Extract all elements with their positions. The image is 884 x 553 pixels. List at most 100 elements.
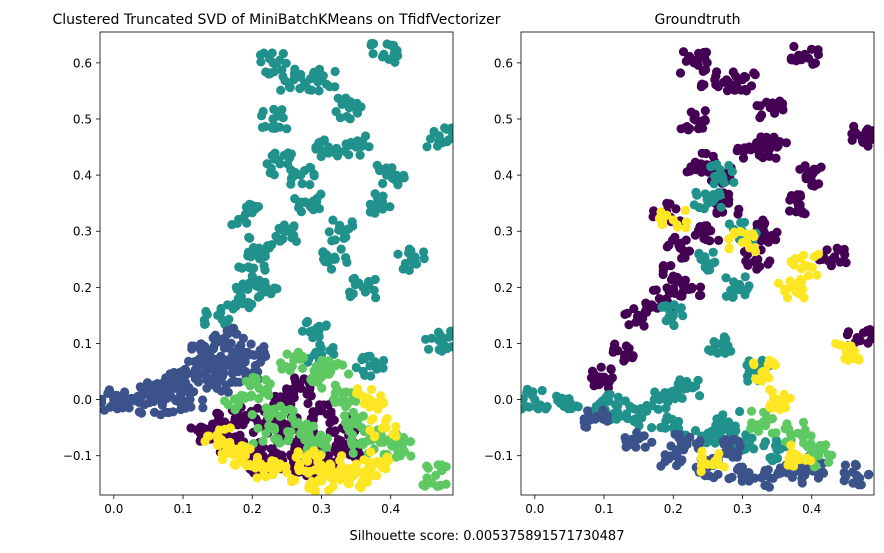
scatter-point	[100, 397, 107, 407]
scatter-point	[385, 202, 395, 212]
scatter-point	[261, 428, 271, 438]
scatter-point	[678, 311, 688, 321]
scatter-point	[197, 360, 207, 370]
y-tick-label: 0.4	[494, 169, 513, 183]
scatter-point	[790, 254, 801, 264]
scatter-point	[325, 346, 335, 356]
scatter-point	[824, 457, 834, 467]
scatter-point	[120, 387, 130, 397]
scatter-point	[637, 413, 647, 423]
scatter-point	[246, 390, 257, 400]
scatter-point	[342, 111, 352, 122]
scatter-point	[580, 421, 590, 432]
scatter-point	[733, 143, 743, 153]
scatter-point	[639, 321, 649, 331]
scatter-point	[803, 53, 814, 63]
scatter-point	[327, 236, 337, 246]
scatter-point	[653, 404, 663, 414]
scatter-point	[314, 64, 325, 74]
scatter-point	[658, 261, 669, 271]
scatter-point	[261, 403, 271, 413]
scatter-point	[307, 326, 317, 336]
scatter-point	[736, 218, 746, 228]
scatter-point	[785, 393, 795, 403]
scatter-point	[381, 163, 391, 173]
scatter-point	[220, 424, 230, 434]
scatter-point	[282, 349, 292, 359]
scatter-point	[217, 455, 228, 465]
scatter-point	[325, 418, 335, 428]
scatter-point	[255, 291, 265, 301]
scatter-point	[841, 472, 851, 482]
y-tick-label: 0.3	[494, 225, 513, 239]
scatter-point	[676, 303, 686, 313]
scatter-point	[809, 164, 819, 174]
scatter-point	[200, 351, 210, 361]
scatter-point	[312, 193, 322, 203]
scatter-point	[715, 165, 725, 175]
scatter-point	[369, 285, 379, 295]
scatter-point	[358, 140, 368, 150]
scatter-point	[420, 481, 430, 491]
scatter-point	[323, 257, 333, 267]
scatter-point	[277, 364, 287, 374]
scatter-point	[863, 470, 874, 480]
scatter-point	[775, 463, 786, 473]
scatter-point	[682, 167, 692, 177]
scatter-point	[640, 442, 650, 452]
scatter-point	[278, 113, 288, 123]
scatter-point	[247, 410, 257, 420]
scatter-point	[847, 135, 857, 145]
scatter-point	[785, 429, 796, 439]
scatter-point	[405, 437, 416, 447]
x-tick-label: 0.1	[174, 502, 193, 516]
scatter-point	[641, 307, 652, 317]
scatter-point	[740, 272, 750, 282]
scatter-point	[671, 204, 681, 214]
scatter-point	[265, 168, 275, 178]
scatter-point	[749, 360, 759, 370]
scatter-point	[731, 426, 741, 436]
scatter-point	[285, 82, 295, 93]
scatter-point	[291, 439, 301, 449]
scatter-point	[798, 284, 808, 294]
scatter-point	[267, 122, 277, 132]
scatter-point	[802, 454, 813, 464]
scatter-point	[212, 383, 222, 393]
scatter-point	[252, 473, 262, 483]
scatter-point	[698, 66, 708, 76]
scatter-point	[760, 437, 771, 447]
scatter-point	[269, 104, 279, 114]
scatter-point	[228, 365, 238, 375]
scatter-point	[735, 279, 745, 290]
scatter-point	[798, 250, 809, 260]
scatter-point	[177, 378, 187, 388]
scatter-point	[283, 436, 293, 446]
scatter-point	[379, 423, 389, 433]
y-tick-label: 0.0	[494, 393, 513, 407]
scatter-point	[269, 423, 279, 433]
scatter-point	[198, 403, 208, 413]
scatter-point	[267, 240, 277, 250]
scatter-point	[735, 406, 745, 417]
scatter-point	[795, 200, 805, 210]
scatter-point	[337, 451, 347, 461]
scatter-point	[629, 304, 639, 314]
scatter-point	[803, 271, 814, 281]
scatter-point	[744, 468, 754, 478]
scatter-point	[695, 391, 705, 401]
scatter-point	[697, 148, 707, 158]
scatter-point	[293, 418, 303, 428]
scatter-point	[316, 450, 326, 461]
x-tick-label: 0.0	[525, 502, 544, 516]
scatter-point	[676, 124, 686, 134]
scatter-point	[773, 278, 784, 288]
chart-title: Clustered Truncated SVD of MiniBatchKMea…	[52, 12, 500, 28]
scatter-point	[425, 134, 436, 144]
scatter-point	[297, 363, 308, 373]
scatter-point	[422, 461, 432, 471]
scatter-point	[339, 233, 349, 243]
scatter-point	[649, 206, 659, 216]
scatter-point	[771, 153, 781, 163]
scatter-point	[244, 303, 254, 313]
